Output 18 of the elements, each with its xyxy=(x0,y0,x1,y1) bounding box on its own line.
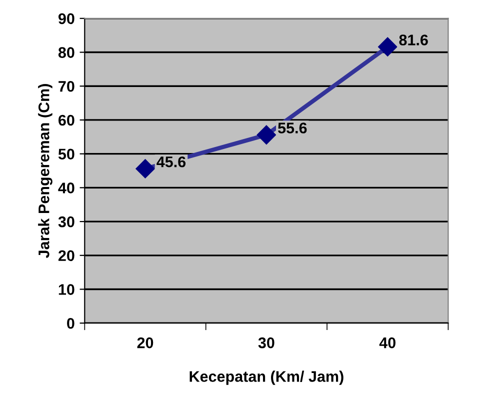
y-tick-label: 70 xyxy=(58,80,74,92)
data-label: 81.6 xyxy=(399,34,428,46)
y-tick-label: 20 xyxy=(58,250,74,262)
x-tick-label: 30 xyxy=(258,337,274,348)
y-tick-label: 40 xyxy=(58,182,74,194)
y-tick-label: 10 xyxy=(58,284,74,295)
y-tick-label: 90 xyxy=(58,13,74,24)
x-tick-label: 20 xyxy=(137,337,154,348)
data-label: 55.6 xyxy=(278,122,307,134)
y-tick-label: 0 xyxy=(67,318,74,329)
y-axis-title: Jarak Pengereman (Cm) xyxy=(38,84,52,258)
y-tick-label: 50 xyxy=(58,148,74,160)
y-tick-label: 30 xyxy=(58,216,74,228)
x-tick-label: 40 xyxy=(379,337,396,348)
y-tick-label: 60 xyxy=(58,114,74,126)
y-tick-label: 80 xyxy=(58,47,74,58)
data-label: 45.6 xyxy=(156,156,186,168)
x-axis-title: Kecepatan (Km/ Jam) xyxy=(190,370,344,385)
